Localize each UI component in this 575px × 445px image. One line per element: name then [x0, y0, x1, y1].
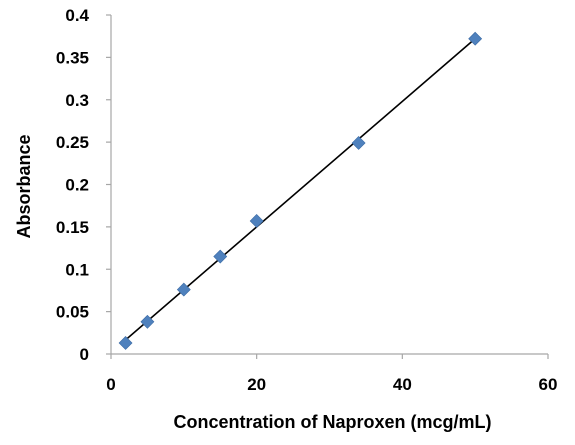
data-point	[176, 282, 191, 297]
y-tick-label: 0.05	[56, 303, 89, 322]
x-tick-label: 60	[539, 375, 558, 394]
y-tick-label: 0.2	[65, 176, 89, 195]
trendline	[125, 38, 476, 341]
data-point	[351, 136, 366, 150]
y-tick-label: 0	[80, 345, 89, 364]
y-axis-title: Absorbance	[14, 134, 34, 238]
plot-area: 0 20 40 60 0 0.05 0.1 0.15 0.2 0.25 0.3 0.35 0.4	[56, 6, 558, 394]
y-tick-label: 0.15	[56, 218, 89, 237]
y-tick-label: 0.25	[56, 133, 89, 152]
data-point	[468, 31, 483, 46]
y-tick-label: 0.4	[65, 6, 89, 25]
data-point	[249, 214, 264, 228]
data-point	[213, 249, 228, 264]
y-axis-ticks: 0 0.05 0.1 0.15 0.2 0.25 0.3 0.35 0.4	[56, 6, 111, 364]
x-axis-title: Concentration of Naproxen (mcg/mL)	[173, 412, 491, 432]
x-axis-ticks: 0 20 40 60	[106, 354, 557, 394]
y-tick-label: 0.35	[56, 48, 89, 67]
x-tick-label: 40	[393, 375, 412, 394]
x-tick-label: 0	[106, 375, 115, 394]
y-tick-label: 0.3	[65, 91, 89, 110]
data-point	[118, 336, 133, 350]
data-points	[118, 31, 483, 350]
y-tick-label: 0.1	[65, 260, 89, 279]
data-point	[140, 314, 155, 329]
x-tick-label: 20	[247, 375, 266, 394]
